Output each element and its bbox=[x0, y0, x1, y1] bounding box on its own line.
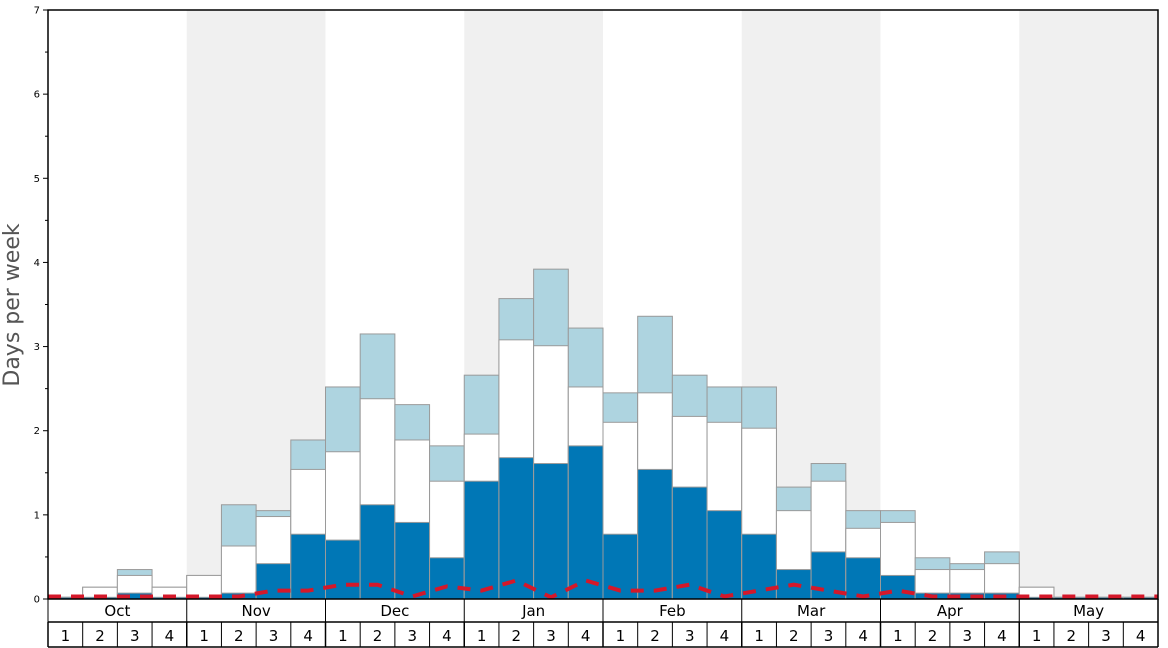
month-label-mar: Mar bbox=[797, 602, 826, 620]
week-label: 2 bbox=[928, 627, 938, 645]
week-label: 4 bbox=[720, 627, 730, 645]
week-label: 2 bbox=[789, 627, 799, 645]
bar-bottom-16 bbox=[567, 445, 604, 600]
week-label: 4 bbox=[858, 627, 868, 645]
y-tick-label: 5 bbox=[34, 174, 40, 185]
bar-bottom-8 bbox=[290, 533, 326, 600]
bar-bottom-19 bbox=[671, 486, 708, 600]
month-label-apr: Apr bbox=[937, 602, 964, 620]
month-label-dec: Dec bbox=[380, 602, 409, 620]
bar-bottom-9 bbox=[325, 539, 361, 600]
y-axis-label: Days per week bbox=[0, 223, 25, 386]
bar-bottom-18 bbox=[637, 468, 673, 600]
week-label: 4 bbox=[581, 627, 591, 645]
bar-bottom-20 bbox=[706, 510, 743, 600]
bar-bottom-21 bbox=[741, 533, 777, 600]
week-label: 4 bbox=[165, 627, 175, 645]
week-label: 2 bbox=[512, 627, 522, 645]
month-label-jan: Jan bbox=[521, 602, 545, 620]
week-label: 4 bbox=[442, 627, 452, 645]
y-tick-label: 2 bbox=[34, 426, 40, 437]
trend-line bbox=[48, 578, 1158, 600]
bar-bottom-11 bbox=[394, 521, 431, 600]
week-label: 1 bbox=[754, 627, 764, 645]
bar-bottom-12 bbox=[429, 557, 465, 600]
y-tick-label: 6 bbox=[34, 90, 40, 101]
week-label: 3 bbox=[269, 627, 279, 645]
week-label: 3 bbox=[685, 627, 695, 645]
month-axis: Oct Nov Dec Jan Feb Mar Apr May bbox=[47, 599, 1159, 623]
week-label: 3 bbox=[546, 627, 556, 645]
week-label: 4 bbox=[1136, 627, 1146, 645]
month-shade-may bbox=[1019, 10, 1158, 599]
bar-bottom-24 bbox=[845, 557, 881, 600]
y-tick-label: 3 bbox=[34, 342, 40, 353]
week-label: 1 bbox=[338, 627, 348, 645]
y-tick-label: 7 bbox=[34, 6, 40, 17]
week-label: 2 bbox=[234, 627, 244, 645]
week-label: 1 bbox=[61, 627, 71, 645]
week-label: 3 bbox=[962, 627, 972, 645]
bars bbox=[47, 268, 1159, 600]
y-tick-label: 4 bbox=[34, 258, 40, 269]
week-label: 3 bbox=[1101, 627, 1111, 645]
month-label-oct: Oct bbox=[104, 602, 130, 620]
week-label: 2 bbox=[373, 627, 383, 645]
week-label: 1 bbox=[616, 627, 626, 645]
week-label: 2 bbox=[650, 627, 660, 645]
week-label: 4 bbox=[997, 627, 1007, 645]
bar-bottom-15 bbox=[533, 463, 569, 600]
week-label: 3 bbox=[824, 627, 834, 645]
y-axis: 0 1 2 3 4 5 6 7 bbox=[34, 6, 48, 606]
trend-line-path bbox=[48, 578, 1158, 600]
bar-bottom-25 bbox=[880, 574, 916, 600]
month-label-may: May bbox=[1073, 602, 1104, 620]
month-label-nov: Nov bbox=[241, 602, 270, 620]
week-label: 1 bbox=[1032, 627, 1042, 645]
week-label: 4 bbox=[303, 627, 313, 645]
week-label: 2 bbox=[95, 627, 105, 645]
week-label: 3 bbox=[407, 627, 417, 645]
y-tick-label: 1 bbox=[34, 510, 40, 521]
bar-middle-6 bbox=[220, 545, 257, 600]
week-label: 3 bbox=[130, 627, 140, 645]
week-label: 1 bbox=[893, 627, 903, 645]
week-label: 1 bbox=[477, 627, 487, 645]
week-axis: 1 2 3 4 1 2 3 4 1 2 3 4 1 2 3 4 1 2 3 4 1 2 3 4 1 2 3 4 1 2 3 4 bbox=[47, 622, 1159, 648]
y-tick-label: 0 bbox=[34, 595, 40, 606]
week-label: 1 bbox=[199, 627, 209, 645]
week-label: 2 bbox=[1067, 627, 1077, 645]
bar-bottom-14 bbox=[498, 457, 535, 600]
bar-bottom-13 bbox=[463, 480, 500, 600]
month-label-feb: Feb bbox=[659, 602, 686, 620]
